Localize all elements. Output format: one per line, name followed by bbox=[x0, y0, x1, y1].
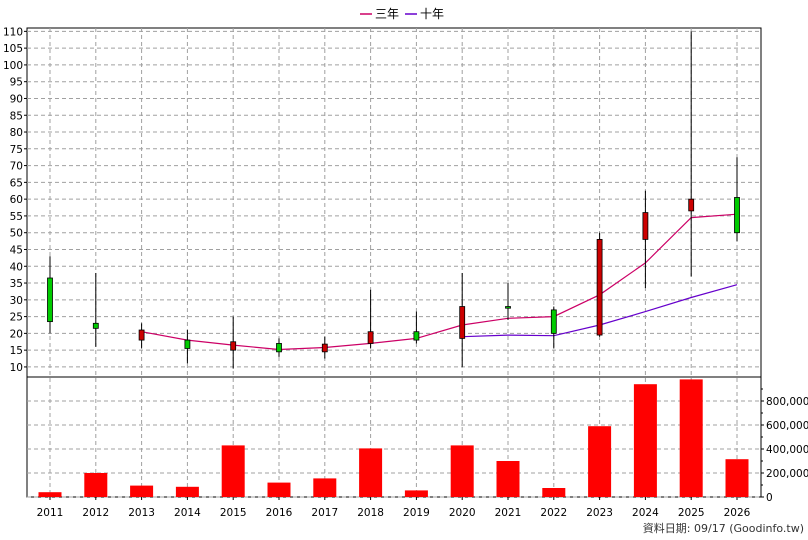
x-tick-label: 2025 bbox=[678, 507, 705, 519]
x-tick-label: 2019 bbox=[403, 507, 430, 519]
price-tick-label: 35 bbox=[10, 278, 23, 290]
price-tick-label: 60 bbox=[10, 194, 23, 206]
x-tick-label: 2017 bbox=[311, 507, 338, 519]
volume-bar bbox=[221, 445, 245, 497]
volume-tick-label: 800,000 bbox=[766, 396, 808, 408]
price-tick-label: 80 bbox=[10, 127, 23, 139]
volume-tick-label: 400,000 bbox=[766, 444, 808, 456]
price-tick-label: 70 bbox=[10, 161, 23, 173]
volume-bar bbox=[359, 448, 383, 497]
x-tick-label: 2014 bbox=[174, 507, 201, 519]
volume-tick-label: 600,000 bbox=[766, 420, 808, 432]
candle-body bbox=[47, 277, 53, 323]
x-tick-label: 2016 bbox=[266, 507, 293, 519]
candle-body bbox=[413, 331, 420, 341]
x-tick-label: 2021 bbox=[495, 507, 522, 519]
volume-bar bbox=[725, 459, 749, 497]
candle-body bbox=[92, 322, 99, 329]
candle-body bbox=[230, 341, 237, 351]
price-tick-label: 110 bbox=[3, 26, 23, 38]
x-tick-label: 2012 bbox=[82, 507, 109, 519]
price-tick-label: 55 bbox=[10, 211, 23, 223]
x-tick-label: 2026 bbox=[724, 507, 751, 519]
legend-label-3yr: 三年 bbox=[375, 7, 399, 21]
candle-body bbox=[321, 343, 328, 353]
volume-bar bbox=[267, 482, 291, 497]
volume-bar bbox=[496, 461, 520, 497]
source-note: 資料日期: 09/17 (Goodinfo.tw) bbox=[643, 521, 804, 535]
volume-bar bbox=[130, 485, 154, 497]
volume-bar bbox=[679, 379, 703, 497]
price-tick-label: 65 bbox=[10, 177, 23, 189]
volume-bar bbox=[588, 426, 612, 497]
ma-line-3yr bbox=[141, 213, 738, 351]
volume-bar bbox=[404, 490, 428, 497]
x-tick-label: 2020 bbox=[449, 507, 476, 519]
candle-body bbox=[505, 306, 511, 309]
volume-bar bbox=[542, 488, 566, 497]
candle-body bbox=[642, 212, 649, 240]
volume-bar bbox=[175, 486, 199, 497]
x-tick-label: 2024 bbox=[632, 507, 659, 519]
x-tick-label: 2011 bbox=[37, 507, 64, 519]
candle-body bbox=[550, 309, 557, 334]
price-tick-label: 40 bbox=[10, 261, 23, 273]
candle-body bbox=[688, 198, 695, 212]
price-tick-label: 105 bbox=[3, 43, 23, 55]
price-tick-label: 95 bbox=[10, 77, 23, 89]
price-tick-label: 10 bbox=[10, 362, 23, 374]
legend: 三年 十年 bbox=[360, 7, 444, 21]
price-panel: 10 15 20 25 30 35 40 45 50 55 60 65 70 75 80 85 90 95 100 1… bbox=[3, 26, 762, 497]
volume-bar bbox=[84, 473, 108, 497]
volume-bar bbox=[38, 492, 62, 497]
candle-body bbox=[367, 331, 374, 344]
price-tick-label: 50 bbox=[10, 228, 23, 240]
volume-tick-label: 200,000 bbox=[766, 468, 808, 480]
volume-tick-label: 0 bbox=[766, 492, 773, 504]
x-tick-label: 2015 bbox=[220, 507, 247, 519]
price-tick-label: 20 bbox=[10, 328, 23, 340]
legend-label-10yr: 十年 bbox=[420, 7, 444, 21]
price-tick-label: 100 bbox=[3, 60, 23, 72]
candle-body bbox=[138, 329, 145, 341]
candle-body bbox=[276, 343, 282, 353]
price-tick-label: 45 bbox=[10, 244, 23, 256]
candle-body bbox=[734, 197, 740, 234]
volume-bar bbox=[633, 384, 657, 497]
price-tick-label: 90 bbox=[10, 93, 23, 105]
x-axis: 2011 2012 2013 2014 2015 2016 2017 2018 2019 2020… bbox=[37, 497, 751, 519]
volume-panel: 0 200,000 400,000 600,000 800,000 bbox=[26, 376, 808, 504]
price-tick-label: 30 bbox=[10, 295, 23, 307]
candle-body bbox=[596, 239, 603, 336]
volume-bar bbox=[450, 445, 474, 497]
candle-body bbox=[459, 306, 466, 339]
x-tick-label: 2018 bbox=[357, 507, 384, 519]
candle-body bbox=[184, 339, 191, 349]
x-tick-label: 2023 bbox=[586, 507, 613, 519]
price-plot-frame bbox=[26, 27, 762, 378]
price-tick-label: 85 bbox=[10, 110, 23, 122]
price-tick-label: 75 bbox=[10, 144, 23, 156]
x-tick-label: 2013 bbox=[128, 507, 155, 519]
volume-bar bbox=[313, 478, 337, 497]
price-tick-label: 15 bbox=[10, 345, 23, 357]
x-tick-label: 2022 bbox=[540, 507, 567, 519]
price-tick-label: 25 bbox=[10, 312, 23, 324]
